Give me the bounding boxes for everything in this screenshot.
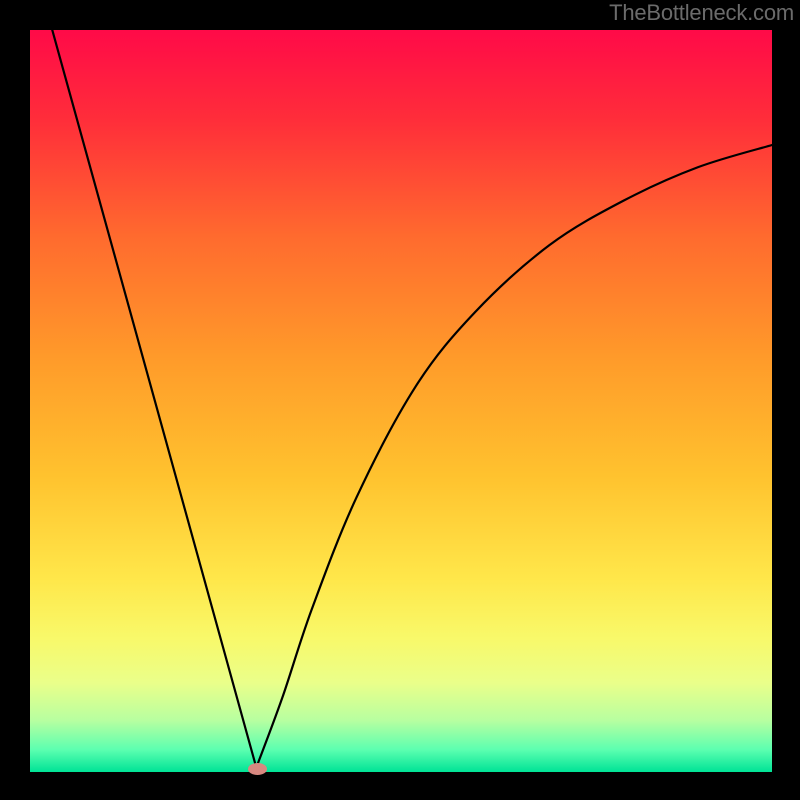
- plot-area: [30, 30, 772, 772]
- watermark-text: TheBottleneck.com: [609, 0, 794, 26]
- bottleneck-curve: [30, 30, 772, 772]
- minimum-marker: [248, 763, 267, 775]
